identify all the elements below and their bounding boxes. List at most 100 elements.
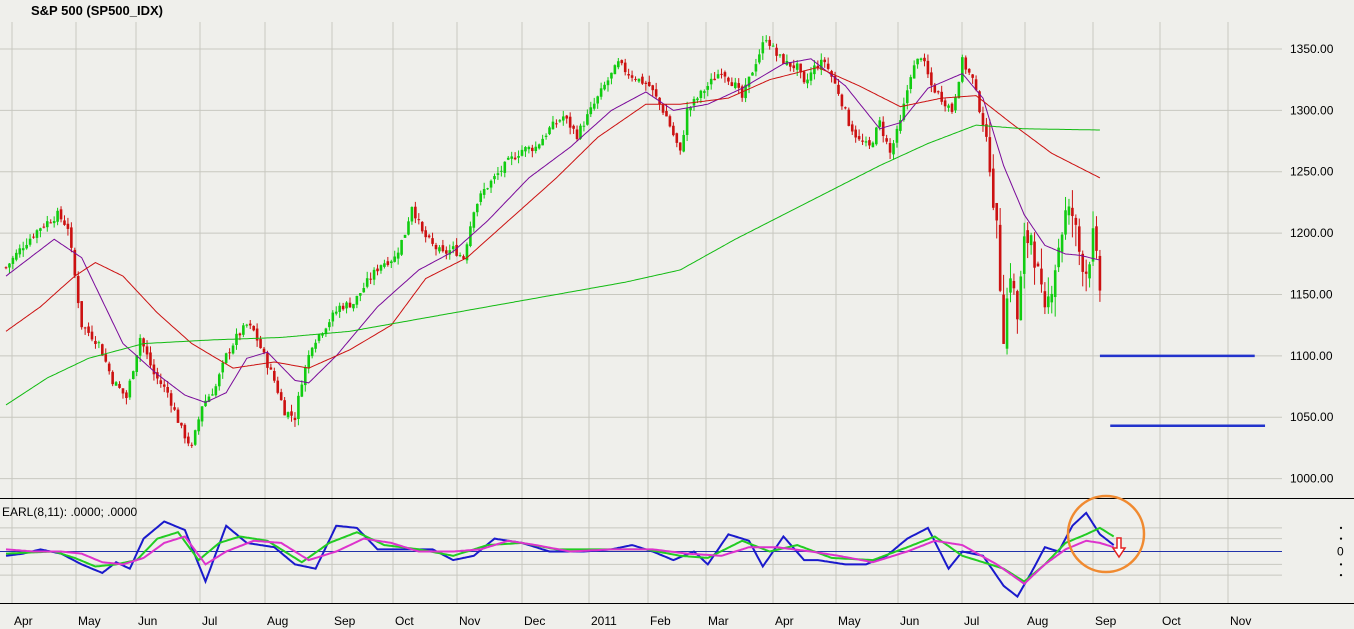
candle-body <box>1036 263 1040 267</box>
candlestick <box>541 134 544 146</box>
candlestick <box>782 53 785 65</box>
candle-body <box>49 222 53 224</box>
candlestick <box>180 422 183 429</box>
candlestick <box>589 101 593 118</box>
candle-body <box>1081 253 1085 272</box>
candle-body <box>620 60 624 64</box>
moving-average-line <box>5 66 1101 369</box>
candle-body <box>623 62 627 73</box>
candlestick <box>152 359 156 381</box>
candlestick <box>771 43 775 47</box>
candle-body <box>709 78 713 85</box>
candlestick <box>991 154 995 211</box>
candlestick <box>187 432 190 447</box>
x-tick-label: Jun <box>138 614 157 628</box>
x-tick-label: Nov <box>459 614 480 628</box>
candlestick <box>255 323 259 347</box>
candlestick <box>678 142 682 155</box>
x-tick-label: Oct <box>395 614 414 628</box>
candle-body <box>1016 291 1019 320</box>
candle-body <box>1071 207 1074 217</box>
candlestick <box>400 239 403 256</box>
candlestick <box>789 62 792 72</box>
candlestick <box>87 322 90 337</box>
candlestick <box>610 72 613 85</box>
candle-body <box>475 203 479 213</box>
candle-body <box>806 79 809 84</box>
candlestick <box>1002 274 1005 344</box>
candle-body <box>847 109 851 126</box>
candlestick <box>881 116 885 143</box>
candle-body <box>892 143 895 155</box>
candlestick <box>200 405 204 427</box>
axis-labels: 1000.00 1050.00 1100.00 1150.00 1200.00 1250.… <box>14 42 1344 628</box>
candlestick <box>166 380 169 398</box>
candle-body <box>142 338 145 347</box>
y-tick-label: 1300.00 <box>1290 103 1334 117</box>
candle-body <box>809 72 813 81</box>
candle-body <box>248 323 252 326</box>
candlestick <box>121 388 125 399</box>
candle-body <box>1022 236 1026 274</box>
candlestick <box>475 203 479 217</box>
candlestick <box>837 79 840 96</box>
candle-body <box>104 354 108 362</box>
x-tick-label: Feb <box>650 614 671 628</box>
candlestick <box>297 391 300 426</box>
candle-body <box>396 252 400 259</box>
candle-body <box>1091 228 1095 262</box>
candle-body <box>861 140 864 142</box>
candle-body <box>32 236 35 238</box>
candle-body <box>682 134 685 152</box>
candle-body <box>297 395 300 420</box>
y-tick-label: 1200.00 <box>1290 226 1334 240</box>
candle-body <box>238 333 242 336</box>
candlestick <box>1074 214 1078 247</box>
candlestick <box>854 125 857 143</box>
candle-body <box>217 374 221 387</box>
candlestick <box>176 407 180 424</box>
candle-body <box>899 120 902 131</box>
candlestick <box>224 352 228 365</box>
candle-body <box>4 267 8 269</box>
y-tick-label: 1050.00 <box>1290 410 1334 424</box>
candlestick <box>1095 216 1098 259</box>
candlestick <box>142 337 145 353</box>
candlestick <box>25 238 28 250</box>
candle-body <box>699 90 703 98</box>
candlestick <box>802 70 806 84</box>
candle-body <box>434 244 438 250</box>
candle-body <box>35 230 39 238</box>
candle-body <box>489 180 493 188</box>
candlestick <box>427 233 431 239</box>
candle-body <box>417 219 421 221</box>
candle-body <box>39 228 42 231</box>
candlestick <box>689 106 692 117</box>
candle-body <box>730 82 734 87</box>
x-tick-label: Aug <box>267 614 288 628</box>
candle-body <box>107 363 111 372</box>
candle-body <box>768 39 771 46</box>
candle-body <box>25 244 28 249</box>
candle-body <box>317 334 321 341</box>
candle-body <box>1009 278 1012 293</box>
candle-body <box>159 380 163 384</box>
candlestick <box>169 390 173 413</box>
candle-body <box>66 223 70 229</box>
candlestick <box>613 64 617 75</box>
candlestick <box>888 138 892 160</box>
candle-body <box>28 238 32 245</box>
x-tick-label: Oct <box>1162 614 1181 628</box>
moving-average-line <box>5 124 1100 406</box>
candle-body <box>561 116 565 121</box>
candlestick <box>445 246 448 260</box>
candle-body <box>1047 296 1050 308</box>
candle-body <box>293 417 297 421</box>
candle-body <box>1050 293 1054 303</box>
candle-body <box>101 344 104 356</box>
candlestick <box>916 58 919 69</box>
candlestick <box>101 343 104 356</box>
candle-body <box>145 346 149 355</box>
candlestick <box>242 322 245 338</box>
candlestick <box>379 264 383 274</box>
